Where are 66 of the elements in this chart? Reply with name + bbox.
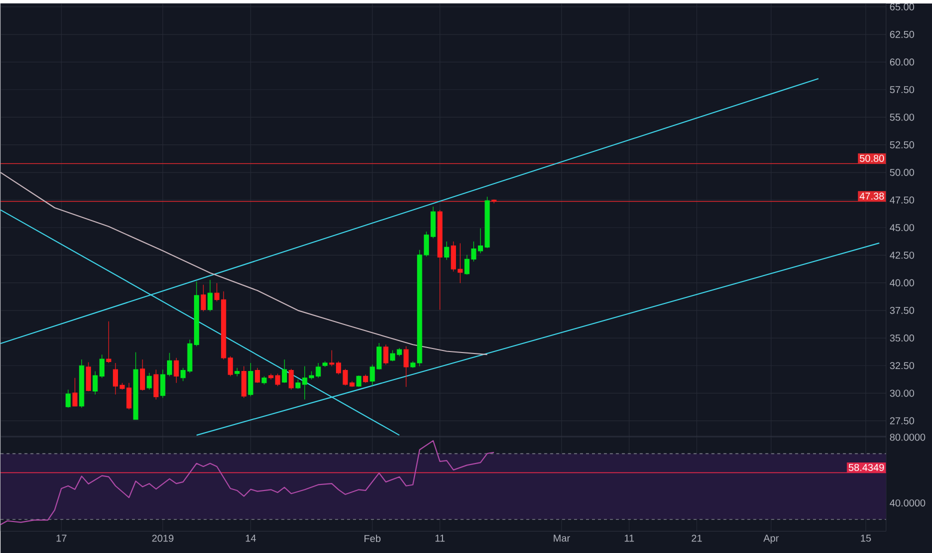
candlestick xyxy=(390,350,396,362)
candlestick xyxy=(106,320,112,364)
candlestick xyxy=(86,362,91,392)
y-tick-label: 35.00 xyxy=(890,334,914,342)
y-tick-label: 27.50 xyxy=(890,417,914,424)
candlestick xyxy=(437,210,442,310)
candlestick xyxy=(92,370,98,395)
candlestick xyxy=(288,368,294,390)
candlestick xyxy=(174,357,179,384)
x-tick-label: 11 xyxy=(436,534,445,542)
x-tick-label: Apr xyxy=(763,534,779,544)
x-tick-label: Feb xyxy=(364,534,380,542)
candlestick xyxy=(322,360,328,368)
candlestick xyxy=(444,241,450,260)
candlestick xyxy=(396,348,402,356)
candlestick xyxy=(254,368,260,384)
candlestick xyxy=(200,284,206,312)
x-tick-label: 11 xyxy=(624,534,634,542)
y-tick-label: 50.00 xyxy=(890,168,914,176)
y-tick-label: 47.50 xyxy=(890,196,914,204)
candlestick xyxy=(363,374,368,384)
candlestick xyxy=(241,366,246,398)
candlestick xyxy=(133,352,138,420)
candlestick xyxy=(356,375,362,388)
candlestick xyxy=(66,389,71,408)
candlestick xyxy=(153,369,159,400)
x-tick-label: 14 xyxy=(246,534,256,542)
ref-line-label: 50.80 xyxy=(860,154,884,162)
candlestick xyxy=(99,354,104,378)
ref-line-label: 47.38 xyxy=(860,192,884,200)
candlestick xyxy=(180,368,186,382)
y-tick-label: 65.00 xyxy=(890,3,914,10)
x-tick-label: Mar xyxy=(554,534,570,542)
candlestick xyxy=(282,359,287,384)
y-tick-label: 40.00 xyxy=(890,279,914,286)
x-tick-label: 21 xyxy=(692,534,702,542)
y-tick-label: 55.00 xyxy=(890,114,914,121)
candlestick xyxy=(262,376,267,385)
candlestick xyxy=(383,344,388,365)
line-series xyxy=(0,440,495,526)
y-tick-label: 45.00 xyxy=(890,224,914,232)
candlestick xyxy=(72,377,78,407)
y-tick-label: 52.50 xyxy=(890,141,914,148)
y-tick-label: 37.50 xyxy=(890,306,914,314)
x-tick-label: 2019 xyxy=(152,534,174,542)
y-tick-label: 42.50 xyxy=(890,252,914,259)
y-tick-label: 30.00 xyxy=(890,390,914,397)
candlestick xyxy=(491,198,497,204)
y-tick-label: 57.50 xyxy=(890,86,914,94)
candlestick xyxy=(234,368,240,376)
y-tick-label: 80.0000 xyxy=(890,434,926,441)
x-tick-label: 15 xyxy=(860,534,871,542)
y-tick-label: 60.00 xyxy=(890,58,914,66)
candlestick xyxy=(228,356,233,376)
y-tick-label: 32.50 xyxy=(890,362,914,370)
y-tick-label: 40.0000 xyxy=(890,499,926,506)
candlestick xyxy=(140,359,146,391)
candlestick xyxy=(146,372,152,390)
candlestick xyxy=(248,362,254,396)
y-tick-label: 62.50 xyxy=(890,30,914,38)
ref-line-label: 58.4349 xyxy=(848,464,884,471)
line-series xyxy=(0,172,488,356)
x-tick-label: 17 xyxy=(56,534,66,542)
candlestick xyxy=(79,359,84,408)
candlestick xyxy=(404,346,409,388)
candlestick xyxy=(208,279,213,312)
